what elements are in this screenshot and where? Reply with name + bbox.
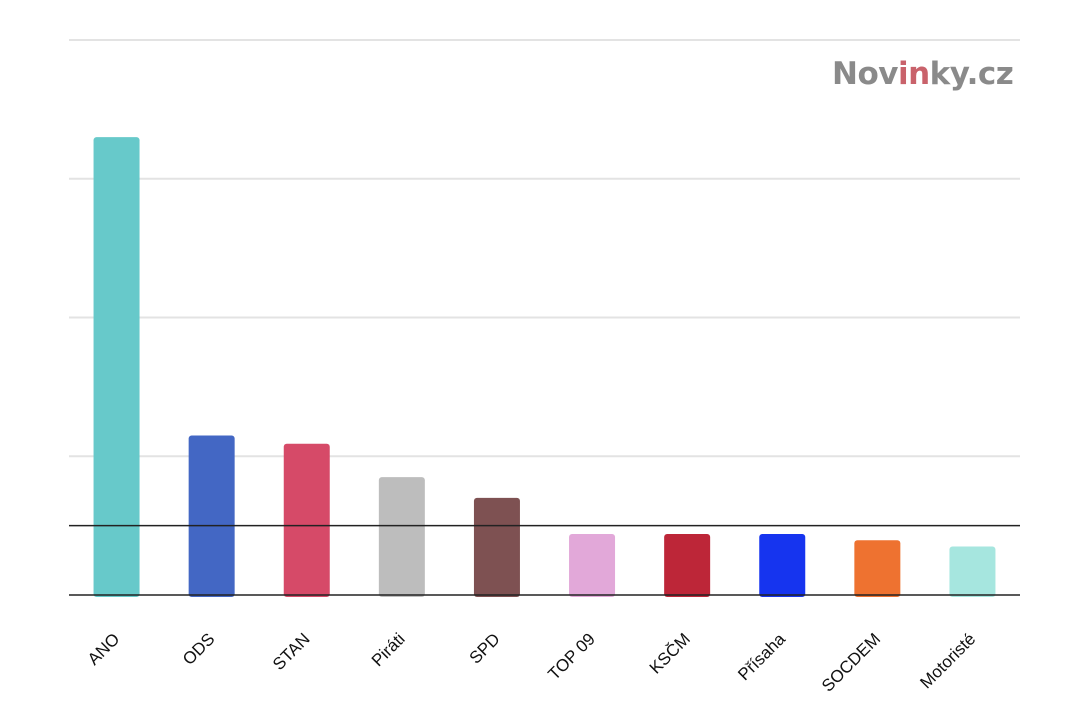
- bar: [93, 137, 140, 597]
- category-label: TOP 09: [544, 629, 598, 683]
- category-label: ODS: [179, 629, 218, 668]
- grid-lines: [69, 39, 1020, 458]
- reference-lines: [69, 524, 1020, 596]
- brand-logo-part-2: in: [897, 56, 930, 92]
- bar: [378, 477, 425, 597]
- bar: [854, 540, 901, 597]
- bar: [949, 546, 996, 597]
- category-label: Přísaha: [734, 629, 789, 684]
- category-label: SOCDEM: [818, 629, 884, 695]
- brand-logo: Novinky.cz: [832, 56, 1014, 92]
- category-label: Piráti: [368, 629, 409, 670]
- bar: [759, 533, 806, 597]
- brand-logo-part-3: ky.cz: [929, 56, 1014, 92]
- bar: [569, 533, 616, 597]
- brand-logo-part-1: Nov: [832, 56, 898, 92]
- bar: [664, 533, 711, 597]
- category-label: Motoristé: [916, 629, 979, 692]
- bar: [473, 497, 520, 597]
- category-label: ANO: [84, 629, 123, 668]
- bar: [283, 443, 330, 597]
- category-labels: ANO ODS STAN Piráti SPD TOP 09 KSČM Přísaha SOCD…: [84, 629, 979, 696]
- bars: [93, 137, 996, 597]
- category-label: STAN: [269, 629, 314, 674]
- category-label: SPD: [466, 629, 504, 667]
- bar: [188, 435, 235, 597]
- category-label: KSČM: [646, 629, 694, 677]
